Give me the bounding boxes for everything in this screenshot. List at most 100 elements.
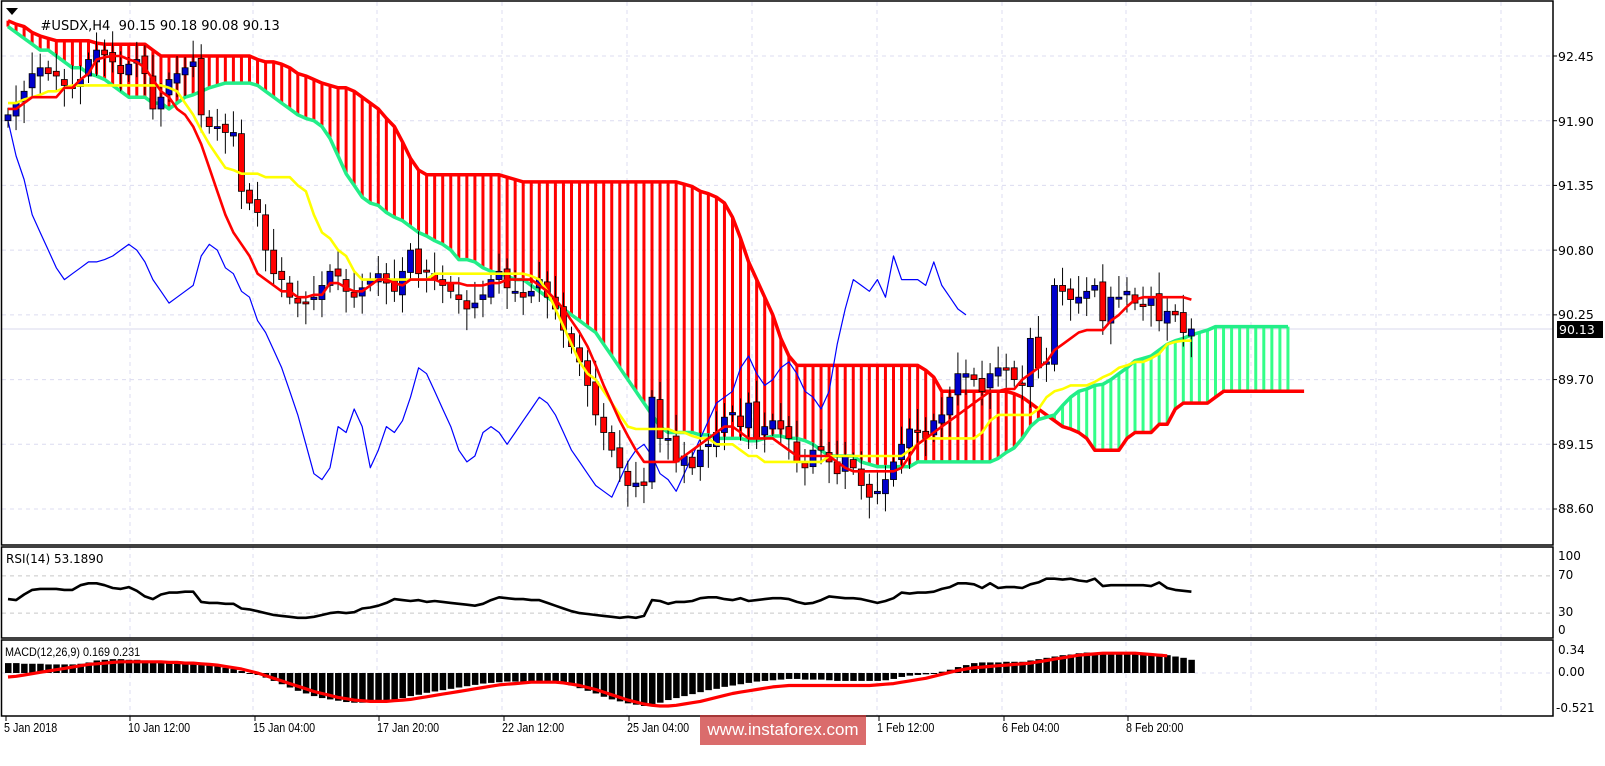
candle-bullish: [882, 479, 889, 495]
candle-bearish: [334, 268, 342, 277]
macd-histogram-bar: [528, 673, 535, 682]
ohlc-label: 90.15 90.18 90.08 90.13: [118, 19, 280, 34]
macd-histogram-bar: [1059, 655, 1067, 673]
macd-histogram-bar: [745, 673, 753, 683]
macd-histogram-bar: [1043, 657, 1050, 673]
candle-bullish: [994, 367, 1002, 377]
macd-histogram-bar: [351, 673, 358, 703]
macd-histogram-bar: [141, 660, 149, 673]
candle-bearish: [600, 416, 608, 433]
candle-bearish: [865, 483, 873, 498]
candle-bullish: [1091, 285, 1099, 291]
time-tick-label: 1 Feb 12:00: [877, 721, 935, 735]
macd-histogram-bar: [536, 673, 543, 682]
candle-bearish: [608, 432, 616, 451]
candle-bullish: [213, 126, 221, 129]
candle-bearish: [205, 116, 213, 127]
candle-bullish: [874, 490, 881, 495]
macd-histogram-bar: [1067, 654, 1075, 673]
candle-bullish: [930, 420, 938, 436]
macd-histogram-bar: [1099, 653, 1107, 673]
macd-histogram-bar: [890, 673, 897, 679]
macd-histogram-bar: [1156, 653, 1163, 673]
macd-histogram-bar: [1140, 653, 1147, 673]
candle-bullish: [36, 67, 44, 77]
macd-histogram-bar: [1027, 660, 1034, 673]
time-tick-label: 15 Jan 04:00: [253, 721, 316, 735]
macd-histogram-bar: [286, 673, 294, 688]
macd-histogram-bar: [182, 663, 189, 673]
macd-histogram-bar: [294, 673, 302, 691]
macd-histogram-bar: [101, 659, 109, 673]
macd-histogram-bar: [520, 673, 527, 682]
candle-bearish: [423, 269, 431, 273]
macd-histogram-bar: [367, 673, 374, 703]
candle-bearish: [753, 401, 761, 439]
candle-bullish: [696, 449, 704, 468]
candle-bullish: [495, 270, 503, 280]
macd-histogram-bar: [898, 673, 906, 677]
macd-histogram-bar: [1132, 653, 1139, 673]
senkou-span-a-line: [6, 25, 1288, 469]
macd-histogram-bar: [850, 673, 857, 681]
candle-bearish: [270, 249, 278, 275]
macd-histogram-bar: [665, 673, 672, 701]
symbol-dropdown-arrow-icon[interactable]: [6, 8, 18, 15]
main-panel-frame: [0, 0, 1554, 546]
macd-histogram-bar: [214, 666, 221, 673]
macd-histogram-bar: [1188, 659, 1195, 673]
macd-histogram-bar: [198, 663, 205, 673]
candle-bearish: [1139, 303, 1147, 308]
macd-histogram-bar: [906, 673, 914, 676]
candle-bearish: [624, 470, 632, 486]
candle-bearish: [1035, 336, 1042, 369]
symbol-label: #USDX,H4: [40, 19, 111, 34]
macd-histogram-bar: [125, 659, 133, 673]
candle-bearish: [302, 301, 310, 305]
macd-histogram-bar: [995, 662, 1002, 673]
macd-histogram-bar: [117, 659, 125, 673]
candle-bullish: [374, 273, 382, 283]
candle-bearish: [246, 189, 253, 204]
macd-histogram-bar: [149, 661, 157, 673]
candle-bearish: [849, 459, 857, 469]
candle-bullish: [938, 414, 946, 424]
candle-bearish: [1010, 367, 1018, 380]
candle-bullish: [729, 412, 736, 416]
macd-histogram-bar: [133, 659, 141, 673]
macd-histogram-bar: [681, 673, 688, 697]
candle-bullish: [664, 437, 672, 441]
candle-bullish: [471, 302, 479, 309]
macd-histogram-bar: [21, 663, 28, 673]
candle-bullish: [962, 373, 970, 378]
macd-histogram-bar: [544, 673, 551, 682]
macd-histogram-bar: [77, 663, 84, 673]
macd-histogram-bar: [447, 673, 455, 689]
candle-bearish: [777, 420, 785, 430]
candle-bearish: [101, 49, 108, 56]
macd-histogram-bar: [793, 673, 801, 679]
candle-bearish: [592, 381, 600, 416]
candle-bullish: [1115, 296, 1123, 300]
macd-histogram-bar: [826, 673, 833, 681]
candle-bearish: [455, 294, 463, 300]
macd-histogram-bar: [632, 673, 640, 705]
macd-histogram-bar: [801, 673, 809, 680]
macd-histogram-bar: [616, 673, 624, 702]
current-price-badge: 90.13: [1557, 321, 1603, 338]
candle-bearish: [350, 292, 358, 298]
macd-histogram-bar: [5, 663, 12, 673]
macd-histogram-bar: [1180, 657, 1187, 673]
candle-bullish: [632, 482, 640, 488]
macd-histogram-bar: [69, 664, 76, 673]
macd-histogram-bar: [592, 673, 600, 694]
macd-histogram-bar: [1003, 661, 1010, 673]
candle-bullish: [809, 449, 817, 468]
candle-bullish: [326, 270, 334, 286]
candle-bearish: [415, 248, 422, 275]
candle-bullish: [704, 443, 712, 448]
macd-histogram-bar: [1075, 653, 1083, 673]
macd-histogram-bar: [761, 673, 769, 681]
